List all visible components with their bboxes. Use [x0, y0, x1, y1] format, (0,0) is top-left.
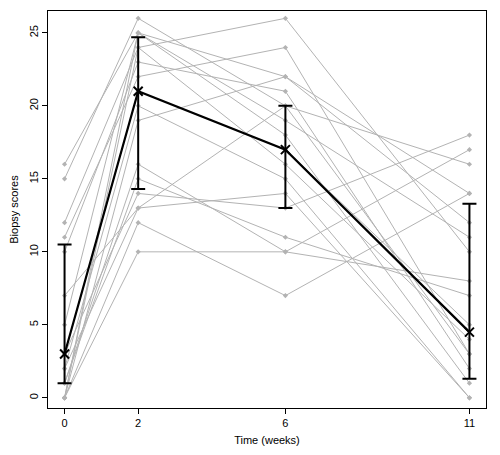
svg-text:25: 25 [28, 25, 40, 37]
svg-text:Time (weeks): Time (weeks) [234, 434, 300, 446]
svg-text:5: 5 [28, 320, 40, 326]
svg-text:11: 11 [464, 417, 475, 429]
svg-text:0: 0 [28, 393, 40, 399]
svg-text:0: 0 [61, 417, 67, 429]
svg-text:2: 2 [135, 417, 141, 429]
svg-text:10: 10 [28, 244, 40, 256]
svg-text:15: 15 [28, 171, 40, 183]
svg-text:Biopsy scores: Biopsy scores [8, 175, 20, 244]
svg-text:6: 6 [282, 417, 288, 429]
svg-text:20: 20 [28, 98, 40, 110]
